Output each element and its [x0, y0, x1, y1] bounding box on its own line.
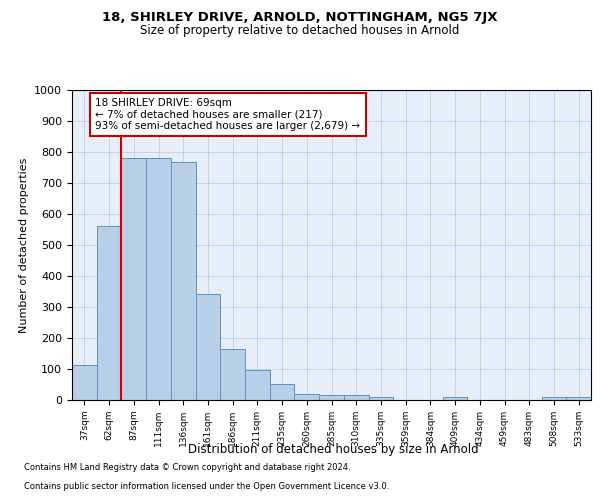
Bar: [270, 384, 295, 400]
Text: Contains public sector information licensed under the Open Government Licence v3: Contains public sector information licen…: [24, 482, 389, 491]
Bar: [72, 365, 97, 400]
Text: 18, SHIRLEY DRIVE, ARNOLD, NOTTINGHAM, NG5 7JX: 18, SHIRLEY DRIVE, ARNOLD, NOTTINGHAM, N…: [102, 11, 498, 24]
Bar: [97, 226, 121, 400]
Bar: [542, 397, 566, 400]
Bar: [220, 350, 245, 400]
Y-axis label: Number of detached properties: Number of detached properties: [19, 158, 29, 332]
Bar: [443, 397, 467, 400]
Text: Distribution of detached houses by size in Arnold: Distribution of detached houses by size …: [188, 442, 478, 456]
Bar: [295, 394, 319, 400]
Bar: [368, 397, 393, 400]
Bar: [344, 396, 368, 400]
Text: 18 SHIRLEY DRIVE: 69sqm
← 7% of detached houses are smaller (217)
93% of semi-de: 18 SHIRLEY DRIVE: 69sqm ← 7% of detached…: [95, 98, 361, 131]
Text: Contains HM Land Registry data © Crown copyright and database right 2024.: Contains HM Land Registry data © Crown c…: [24, 464, 350, 472]
Bar: [121, 158, 146, 400]
Bar: [196, 294, 220, 400]
Bar: [566, 397, 591, 400]
Bar: [245, 370, 270, 400]
Bar: [171, 162, 196, 400]
Text: Size of property relative to detached houses in Arnold: Size of property relative to detached ho…: [140, 24, 460, 37]
Bar: [146, 158, 171, 400]
Bar: [319, 396, 344, 400]
